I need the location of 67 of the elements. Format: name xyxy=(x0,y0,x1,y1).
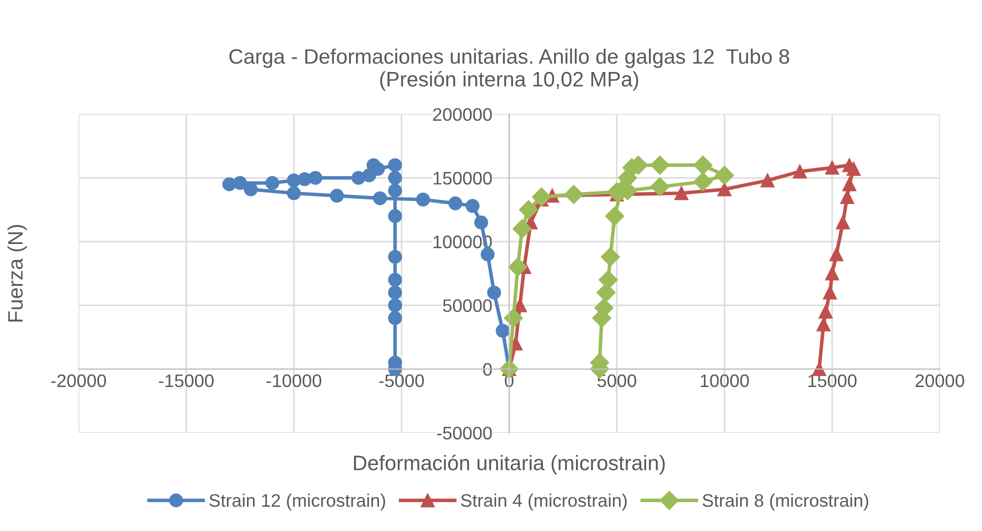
point xyxy=(760,173,774,188)
point xyxy=(508,258,528,277)
point xyxy=(480,247,495,262)
point xyxy=(416,192,430,206)
point xyxy=(714,166,734,185)
y-tick-label: 200000 xyxy=(433,108,492,121)
point xyxy=(388,298,402,312)
point xyxy=(564,184,584,204)
chart-title: Carga - Deformaciones unitarias. Anillo de galgas 12 Tubo 8 (Presión interna 10,02 MPa) xyxy=(229,48,790,91)
point xyxy=(330,188,344,203)
point xyxy=(308,170,322,185)
point xyxy=(600,247,620,266)
y-tick-label: 50000 xyxy=(443,299,492,312)
point xyxy=(504,308,524,328)
point xyxy=(388,158,402,172)
point xyxy=(818,304,833,319)
point xyxy=(496,324,510,338)
point xyxy=(846,162,861,176)
point xyxy=(836,216,850,230)
point xyxy=(373,191,387,206)
point xyxy=(388,209,402,224)
point xyxy=(519,200,538,220)
point xyxy=(388,170,402,185)
point xyxy=(352,170,366,185)
y-tick-label: -50000 xyxy=(437,426,492,440)
legend-label: Strain 12 (microstrain) xyxy=(209,494,386,510)
point xyxy=(674,186,688,200)
point xyxy=(605,206,624,226)
point xyxy=(829,247,844,262)
y-tick-label: 150000 xyxy=(434,172,492,185)
point xyxy=(532,187,551,207)
x-tick-label: -15000 xyxy=(158,374,214,388)
point xyxy=(388,272,402,287)
point xyxy=(388,184,402,198)
point xyxy=(474,216,488,230)
point xyxy=(792,164,807,178)
point xyxy=(466,198,480,213)
x-tick-label: -10000 xyxy=(266,374,322,388)
point xyxy=(718,182,732,196)
legend-label: Strain 4 (microstrain) xyxy=(461,494,627,510)
point xyxy=(650,177,670,196)
point xyxy=(388,250,402,264)
y-axis-title: Fuerza (N) xyxy=(7,224,27,322)
x-axis-title: Deformación unitaria (microstrain) xyxy=(354,454,665,474)
point xyxy=(512,219,532,238)
point xyxy=(825,266,840,280)
point xyxy=(650,156,670,175)
x-tick-label: -5000 xyxy=(379,374,424,388)
point xyxy=(487,286,502,300)
point xyxy=(825,160,840,175)
point xyxy=(265,176,280,190)
point xyxy=(388,286,402,300)
point xyxy=(596,283,616,302)
point xyxy=(693,156,712,175)
legend-label: Strain 8 (microstrain) xyxy=(702,494,868,510)
point xyxy=(693,172,712,192)
x-tick-label: 10000 xyxy=(700,374,749,388)
point xyxy=(448,196,462,210)
point xyxy=(842,177,856,192)
point xyxy=(388,311,402,326)
x-tick-label: 20000 xyxy=(916,374,964,388)
point xyxy=(816,317,830,332)
point xyxy=(286,186,301,200)
point xyxy=(840,190,854,204)
point xyxy=(823,286,837,300)
x-tick-label: -20000 xyxy=(51,374,106,388)
point xyxy=(233,176,247,190)
